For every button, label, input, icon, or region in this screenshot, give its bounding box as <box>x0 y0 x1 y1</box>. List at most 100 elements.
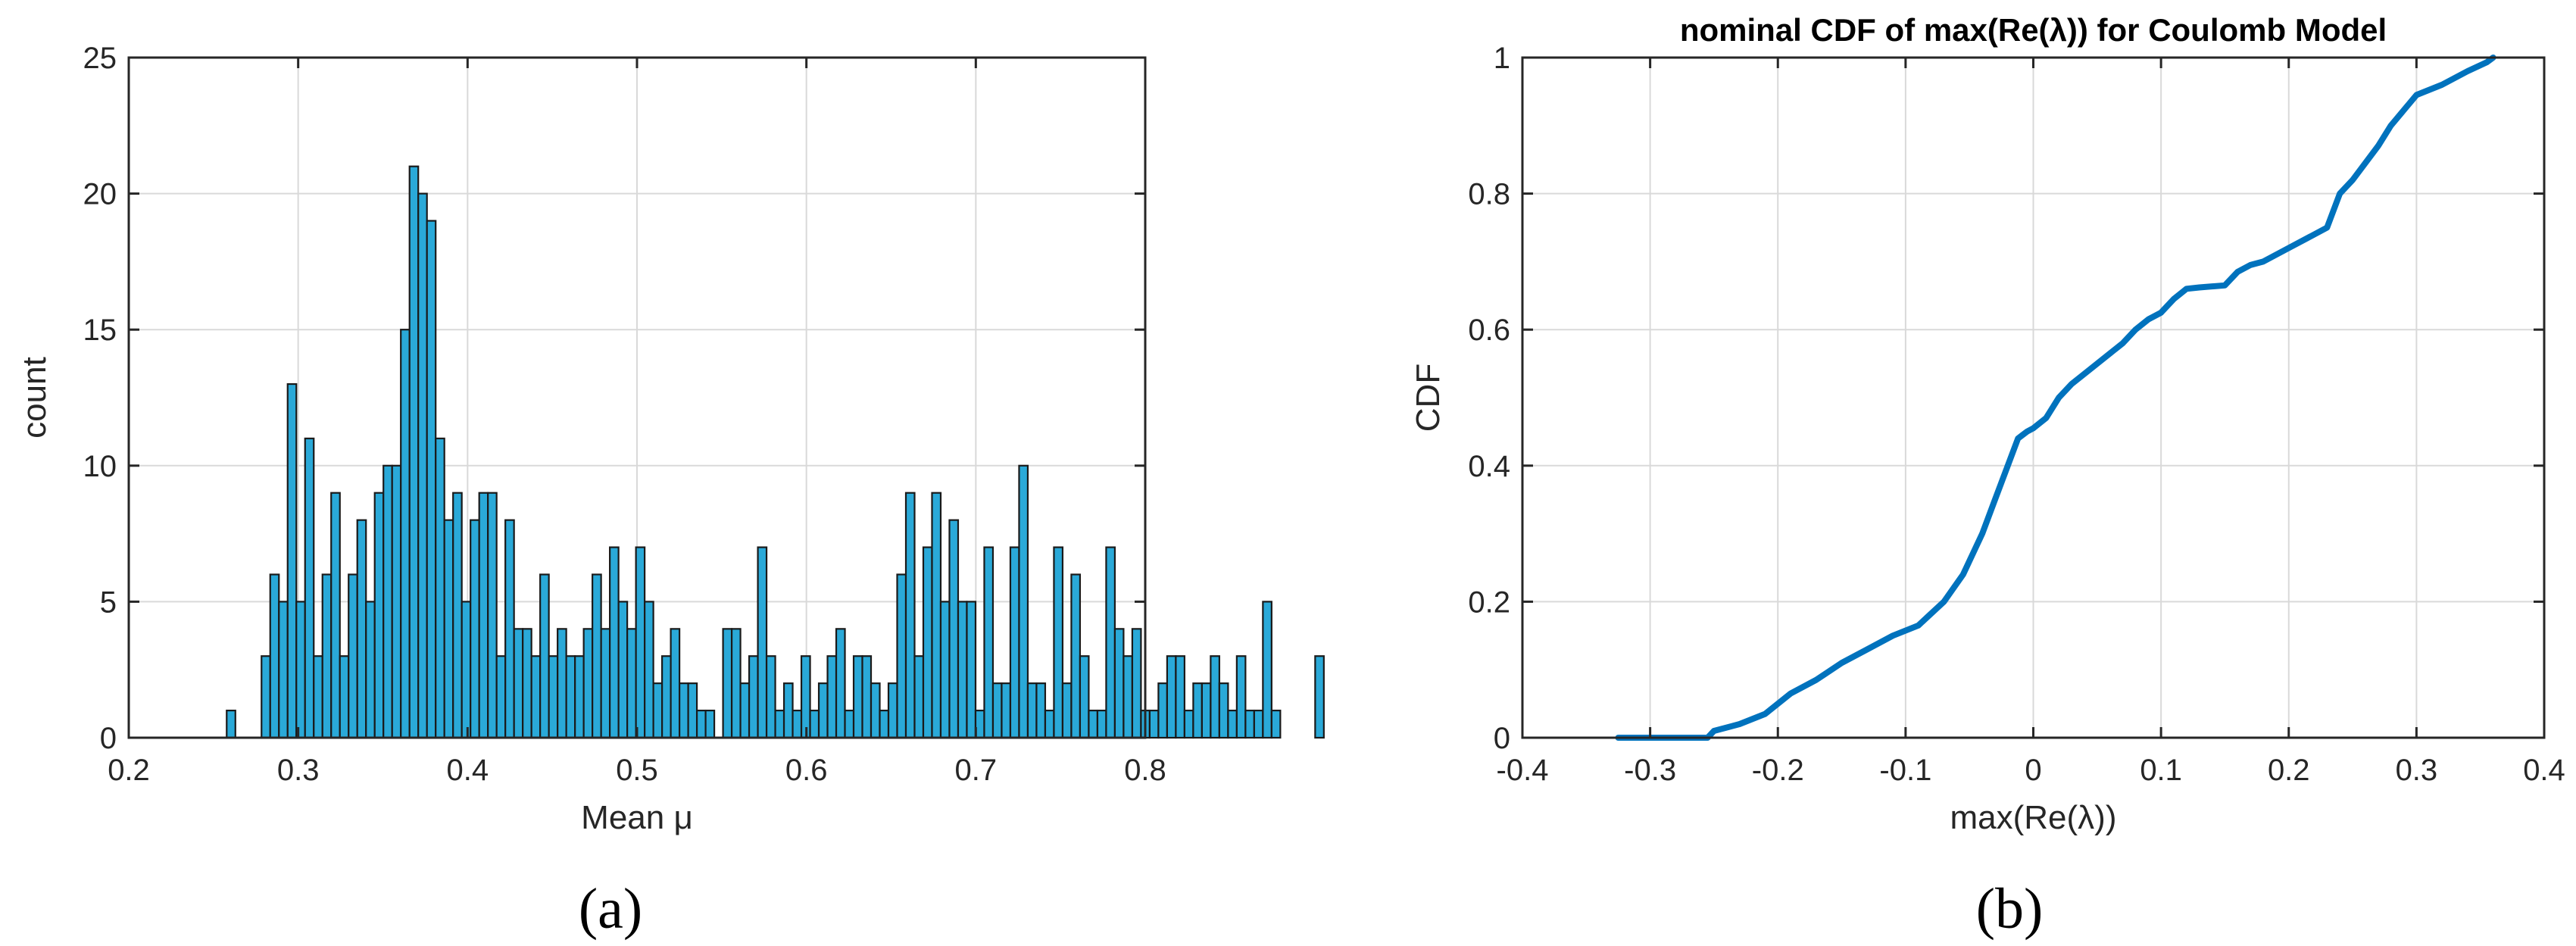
histogram-bar <box>1061 682 1073 739</box>
histogram-bar <box>321 573 333 739</box>
histogram-ticks: 0.2 0.3 0.4 0.5 0.6 0.7 0.8 0 5 10 15 20 25 <box>83 42 1166 787</box>
cdf-x-axis-label: max(Re(λ)) <box>1950 799 2117 836</box>
histogram-bar <box>1201 682 1212 739</box>
histogram-bar <box>261 655 271 739</box>
histogram-bar <box>800 655 811 739</box>
hist-x-tick-label: 0.6 <box>785 754 828 787</box>
cdf-x-tick-label: 0.2 <box>2268 754 2310 787</box>
histogram-bar <box>748 655 759 739</box>
histogram-bar <box>765 655 776 739</box>
histogram-bar <box>1088 709 1099 739</box>
histogram-bar <box>792 709 803 739</box>
histogram-bar <box>513 628 524 739</box>
histogram-bar <box>966 601 977 739</box>
histogram-bar <box>417 192 428 739</box>
histogram-bar <box>1314 655 1325 739</box>
histogram-bar <box>1218 682 1229 739</box>
histogram-bar <box>461 601 472 739</box>
histogram-bar <box>1131 628 1142 739</box>
histogram-bar <box>826 655 838 739</box>
histogram-bar <box>1096 709 1107 739</box>
histogram-bar <box>704 709 716 739</box>
histogram-bar <box>1253 709 1264 739</box>
cdf-series-line <box>1615 55 2496 741</box>
histogram-bar <box>1079 655 1090 739</box>
histogram-bar <box>1183 709 1194 739</box>
histogram-bar <box>330 492 341 739</box>
cdf-x-tick-label: -0.4 <box>1497 754 1549 787</box>
cdf-grid <box>1522 57 2545 738</box>
cdf-x-tick-label: -0.2 <box>1752 754 1804 787</box>
histogram-bars <box>226 165 1325 739</box>
histogram-bar <box>1157 682 1168 739</box>
histogram-bar <box>1244 709 1255 739</box>
histogram-bar <box>365 601 376 739</box>
histogram-bar <box>1227 709 1238 739</box>
histogram-bar <box>896 573 907 739</box>
histogram-bar <box>1262 601 1272 739</box>
histogram-y-axis-label: count <box>16 357 53 439</box>
histogram-bar <box>530 655 542 739</box>
hist-y-tick-label: 15 <box>83 314 117 347</box>
histogram-bar <box>1044 709 1055 739</box>
histogram-bar <box>948 519 960 739</box>
histogram-bar <box>504 519 515 739</box>
histogram-bar <box>626 628 637 739</box>
histogram-bar <box>687 682 698 739</box>
histogram-bar <box>1270 709 1282 739</box>
histogram-bar <box>1175 655 1185 739</box>
histogram-bar <box>539 573 550 739</box>
histogram-bar <box>400 329 411 739</box>
histogram-x-axis-label: Mean μ <box>581 799 693 836</box>
histogram-bar <box>269 573 280 739</box>
histogram-bar <box>861 655 873 739</box>
histogram-bar <box>835 628 846 739</box>
histogram-bar <box>757 546 768 739</box>
histogram-bar <box>722 628 733 739</box>
histogram-bar <box>435 437 445 739</box>
histogram-bar <box>695 709 707 739</box>
histogram-bar <box>617 601 629 739</box>
histogram-bar <box>313 655 323 739</box>
histogram-bar <box>939 601 951 739</box>
histogram-bar <box>730 628 742 739</box>
histogram-bar <box>348 573 358 739</box>
histogram-bar <box>1009 546 1020 739</box>
histogram-bar <box>443 519 454 739</box>
histogram-bar <box>1026 682 1038 739</box>
hist-x-tick-label: 0.3 <box>277 754 320 787</box>
histogram-bar <box>600 628 611 739</box>
histogram-bar <box>574 655 585 739</box>
histogram-bar <box>408 165 420 739</box>
histogram-bar <box>1166 655 1177 739</box>
histogram-bar <box>548 655 559 739</box>
hist-y-tick-label: 10 <box>83 450 117 483</box>
caption-b: (b) <box>1976 877 2044 941</box>
histogram-bar <box>870 682 881 739</box>
hist-y-tick-label: 5 <box>100 585 117 619</box>
histogram-bar <box>565 655 576 739</box>
hist-x-tick-label: 0.5 <box>616 754 658 787</box>
histogram-bar <box>356 519 367 739</box>
cdf-x-tick-label: 0.3 <box>2396 754 2438 787</box>
histogram-bar <box>1070 573 1082 739</box>
histogram-bar <box>286 382 298 739</box>
histogram-bar <box>739 682 751 739</box>
histogram-bar <box>635 546 646 739</box>
histogram-bar <box>844 709 855 739</box>
histogram-bar <box>487 492 498 739</box>
hist-x-tick-label: 0.4 <box>447 754 489 787</box>
cdf-y-axis-label: CDF <box>1410 364 1447 432</box>
histogram-bar <box>557 628 567 739</box>
cdf-ticks: -0.4 -0.3 -0.2 -0.1 0 0.1 0.2 0.3 0.4 0 0.2 0.4 0.6 0… <box>1468 42 2565 787</box>
histogram-bar <box>592 573 602 739</box>
cdf-y-tick-label: 0.6 <box>1468 314 1510 347</box>
hist-y-tick-label: 0 <box>100 722 117 755</box>
histogram-bar <box>1235 655 1247 739</box>
cdf-y-tick-label: 0.4 <box>1468 450 1510 483</box>
histogram-bar <box>904 492 916 739</box>
hist-x-tick-label: 0.7 <box>955 754 998 787</box>
histogram-bar <box>1001 682 1012 739</box>
histogram-bar <box>470 519 480 739</box>
